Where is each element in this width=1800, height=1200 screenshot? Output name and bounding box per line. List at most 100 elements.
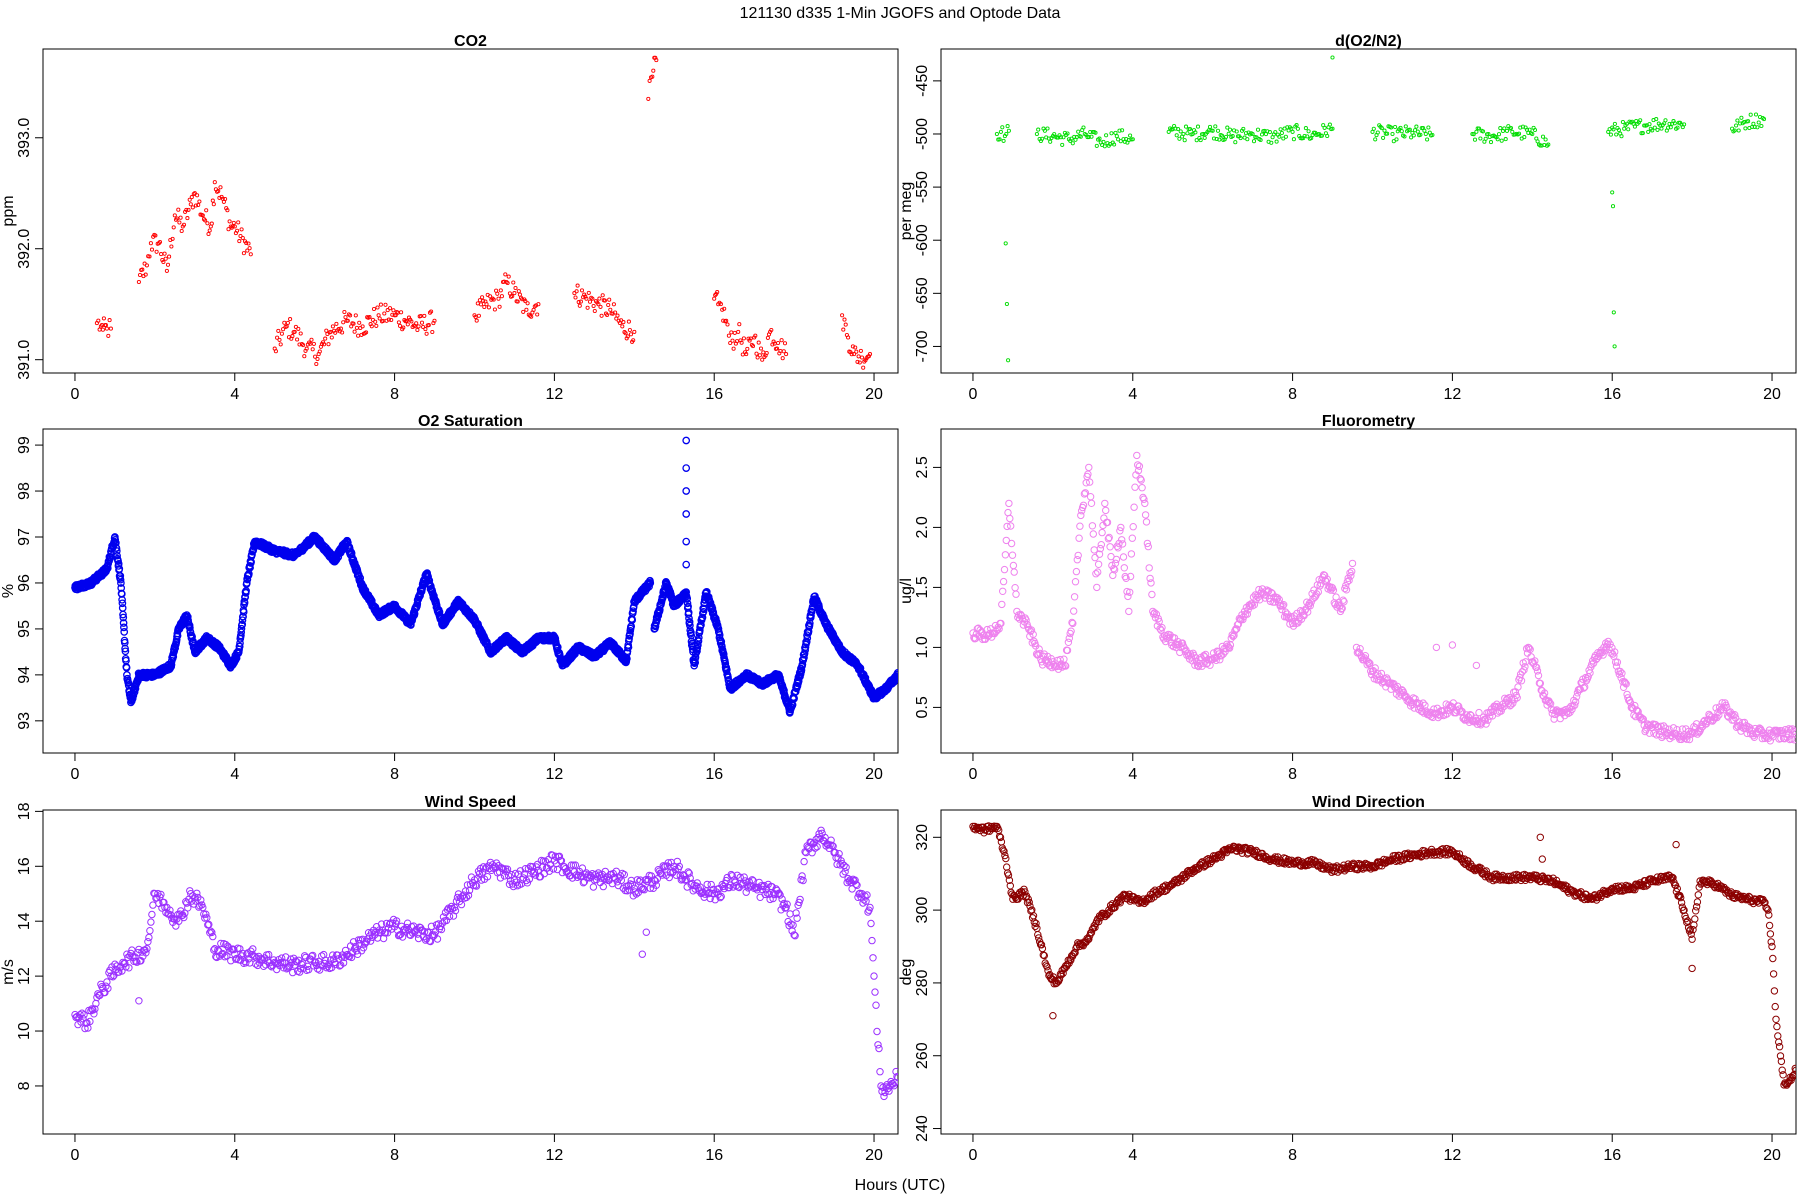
fluor-data-point — [1007, 522, 1015, 530]
o2n2-data-point — [1174, 133, 1179, 138]
fluor-data-point — [1525, 644, 1533, 652]
co2-data-point — [343, 315, 348, 320]
co2-data-point — [140, 267, 145, 272]
windspeed-data-point — [450, 903, 459, 912]
co2-data-point — [843, 322, 848, 327]
o2n2-data-point — [1532, 127, 1538, 133]
co2-data-point — [205, 221, 210, 226]
co2-data-point — [511, 280, 516, 285]
fluor-data-point — [971, 634, 980, 643]
fluor-data-point — [1062, 662, 1070, 670]
fluor-data-point — [1540, 689, 1549, 697]
co2-data-point — [780, 356, 785, 361]
fluor-data-point — [1733, 722, 1742, 730]
fluor-data-point — [1520, 666, 1528, 674]
co2-data-point — [574, 289, 579, 294]
co2-data-point — [334, 321, 339, 326]
co2-data-point — [577, 303, 582, 308]
windspeed-data-point — [421, 936, 430, 944]
o2n2-data-point — [1480, 129, 1486, 134]
o2n2-data-point — [1166, 129, 1171, 134]
windspeed-data-point — [348, 949, 357, 957]
fluor-data-point — [1071, 578, 1080, 586]
windspeed-data-point — [202, 910, 210, 918]
co2-data-point — [216, 189, 221, 194]
o2n2-data-point — [1258, 137, 1263, 143]
fluor-data-point — [1415, 700, 1424, 708]
co2-data-point — [189, 195, 194, 200]
fluor-data-point — [1016, 610, 1025, 619]
co2-data-point — [573, 295, 578, 300]
fluor-data-point — [1421, 701, 1429, 709]
co2-data-point — [506, 274, 511, 279]
o2n2-data-point — [1322, 125, 1327, 130]
co2-data-point — [382, 311, 387, 316]
o2n2-data-point — [1739, 115, 1744, 120]
co2-data-point — [179, 228, 184, 234]
co2-data-point — [726, 333, 731, 338]
o2n2-data-point — [1114, 134, 1119, 139]
o2n2-data-point — [1379, 126, 1384, 131]
fluor-data-point — [1209, 649, 1218, 657]
co2-data-point — [615, 313, 620, 318]
co2-data-point — [535, 312, 540, 317]
fluor-data-point — [1094, 568, 1102, 576]
fluor-data-point — [1526, 645, 1534, 654]
co2-data-point — [621, 320, 626, 325]
co2-data-point — [149, 247, 155, 252]
o2n2-data-point — [1646, 129, 1651, 134]
co2-data-point — [632, 329, 637, 334]
co2-data-point — [728, 340, 733, 346]
fluor-data-point — [1276, 602, 1284, 610]
o2sat-data-point — [798, 660, 807, 669]
co2-data-point — [849, 352, 854, 357]
fluor-data-point — [1792, 730, 1796, 738]
fluor-data-point — [1785, 725, 1793, 733]
o2sat-data-point — [794, 677, 803, 685]
fluor-data-point — [1731, 711, 1739, 719]
windspeed-data-point — [102, 982, 110, 990]
o2sat-data-point — [685, 614, 693, 623]
windspeed-data-point — [210, 946, 218, 954]
co2-data-point — [195, 193, 200, 198]
co2-data-point — [313, 354, 318, 359]
o2n2-data-point — [1213, 124, 1218, 129]
windspeed-x-tick-label: 8 — [390, 1147, 399, 1164]
co2-data-point — [737, 322, 742, 327]
windspeed-data-point — [86, 1017, 94, 1026]
o2n2-data-point — [1227, 127, 1233, 132]
co2-x-tick-label: 16 — [705, 386, 723, 403]
o2n2-data-point — [1177, 136, 1182, 141]
fluor-data-point — [1342, 586, 1351, 594]
co2-data-point — [290, 334, 295, 339]
fluor-data-point — [1077, 511, 1085, 520]
windspeed-data-point — [260, 962, 268, 970]
o2n2-data-point — [1624, 121, 1629, 126]
co2-data-point — [401, 325, 406, 330]
o2sat-data-point — [797, 666, 806, 674]
fluor-data-point — [1546, 700, 1555, 708]
windspeed-data-point — [180, 913, 188, 922]
co2-x-tick-label: 4 — [230, 386, 239, 403]
co2-data-point — [285, 320, 290, 325]
fluor-data-point — [1657, 722, 1665, 730]
o2n2-data-point — [1738, 121, 1743, 126]
co2-data-point — [495, 291, 500, 296]
co2-data-point — [211, 202, 216, 207]
o2n2-data-point — [1120, 128, 1125, 133]
co2-data-point — [148, 241, 153, 246]
windspeed-data-point — [366, 937, 375, 945]
fluor-data-point — [1010, 568, 1018, 576]
windspeed-data-point — [352, 947, 361, 955]
o2n2-outlier-point — [1612, 344, 1617, 349]
co2-data-point — [288, 317, 293, 322]
o2n2-data-point — [1759, 123, 1764, 129]
co2-data-point — [172, 213, 177, 218]
o2n2-data-point — [1210, 128, 1215, 133]
o2n2-data-point — [1474, 129, 1479, 134]
fluor-data-point — [1273, 594, 1282, 602]
o2n2-data-point — [1238, 136, 1243, 141]
o2sat-data-point — [120, 623, 128, 632]
co2-data-point — [857, 360, 862, 365]
